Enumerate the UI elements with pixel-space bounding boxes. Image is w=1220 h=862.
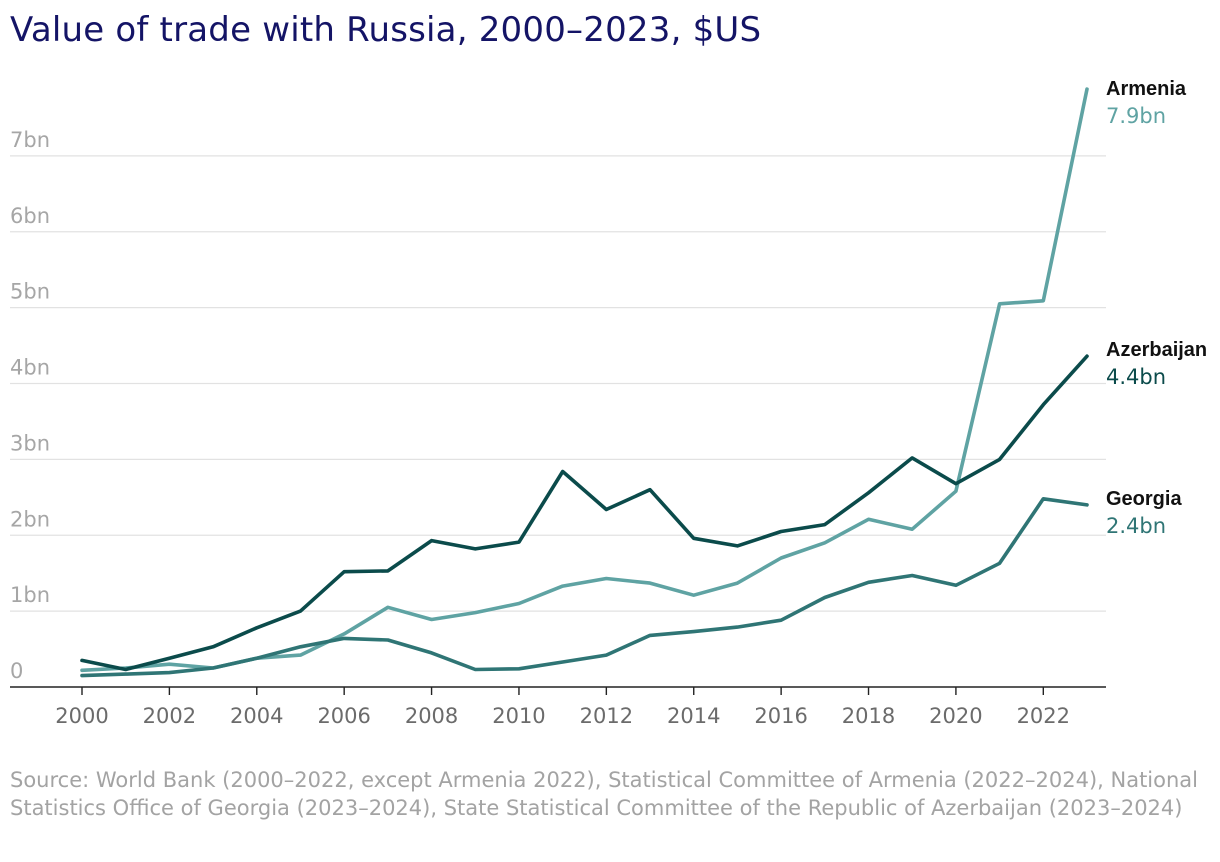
series-name-azerbaijan: Azerbaijan: [1106, 339, 1207, 361]
x-tick-label: 2022: [1017, 704, 1070, 728]
series-line-azerbaijan: [80, 354, 1089, 672]
x-tick-label: 2008: [405, 704, 458, 728]
y-tick-label: 5bn: [10, 280, 50, 304]
series-lines: [80, 87, 1089, 678]
chart-title: Value of trade with Russia, 2000–2023, $…: [10, 10, 762, 50]
series-line-armenia: [80, 87, 1089, 673]
y-tick-label: 2bn: [10, 507, 50, 531]
x-tick-label: 2010: [492, 704, 545, 728]
y-tick-label: 1bn: [10, 583, 50, 607]
y-tick-label: 4bn: [10, 356, 50, 380]
series-name-georgia: Georgia: [1106, 488, 1182, 510]
series-line-georgia: [80, 497, 1089, 678]
y-tick-label: 0: [10, 659, 23, 683]
y-tick-label: 7bn: [10, 128, 50, 152]
x-tick-label: 2002: [143, 704, 196, 728]
y-tick-label: 3bn: [10, 431, 50, 455]
x-tick-label: 2000: [55, 704, 108, 728]
x-tick-label: 2004: [230, 704, 283, 728]
gridlines: [10, 155, 1106, 612]
x-tick-label: 2016: [754, 704, 807, 728]
x-tick-label: 2012: [580, 704, 633, 728]
series-value-armenia: 7.9bn: [1106, 104, 1166, 128]
y-tick-label: 6bn: [10, 204, 50, 228]
series-value-azerbaijan: 4.4bn: [1106, 365, 1166, 389]
x-tick-label: 2018: [842, 704, 895, 728]
x-tick-label: 2014: [667, 704, 720, 728]
source-note: Source: World Bank (2000–2022, except Ar…: [10, 768, 1198, 820]
x-axis-ticks: 2000 2002 2004 2006 2008 2010 2012 2014 2016 2018…: [55, 687, 1070, 728]
series-end-labels: Armenia 7.9bn Azerbaijan 4.4bn Georgia 2.4bn: [1106, 78, 1207, 538]
y-axis-ticks: 0 1bn 2bn 3bn 4bn 5bn 6bn 7bn: [10, 128, 50, 683]
x-tick-label: 2020: [929, 704, 982, 728]
x-tick-label: 2006: [317, 704, 370, 728]
series-value-georgia: 2.4bn: [1106, 514, 1166, 538]
series-name-armenia: Armenia: [1106, 78, 1187, 100]
